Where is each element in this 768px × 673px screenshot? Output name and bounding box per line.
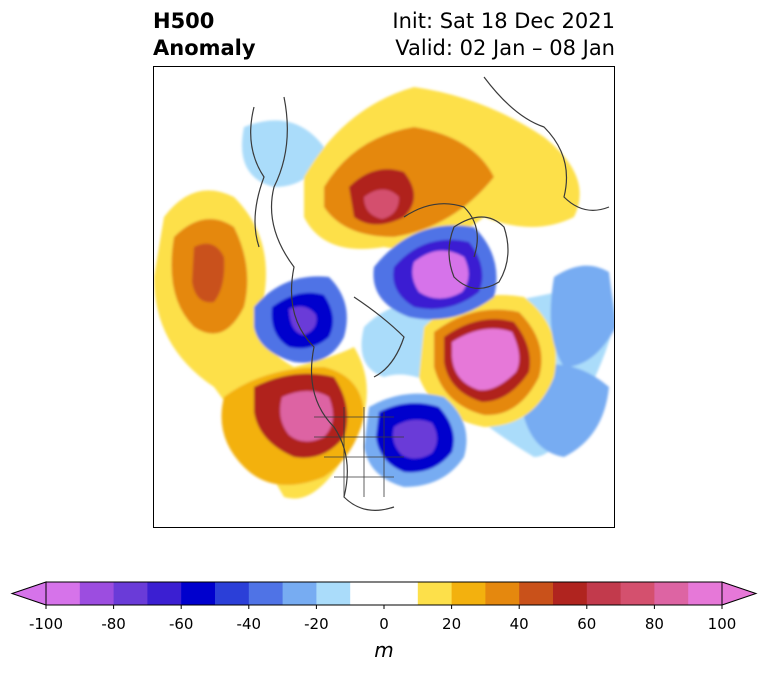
anomaly-map-svg [154,76,614,511]
colorbar-units: m [374,638,394,662]
colorbar-segment [181,582,216,605]
colorbar-segment [519,582,554,605]
colorbar-tick-label: -60 [168,615,194,633]
colorbar-low-extend [10,581,47,606]
colorbar-tick-label: -20 [304,615,329,633]
colorbar-segment [654,582,689,605]
coastline-arctic [403,203,478,258]
map-title: H500 Anomaly [153,8,256,62]
coastline-north-america [271,96,395,511]
colorbar-segment [417,582,453,605]
colorbar-tick-label: -40 [236,615,262,633]
colorbar-tick-label: 40 [509,615,529,633]
coastlines [250,76,610,511]
colorbar-segment [620,582,655,605]
colorbar-segment [384,582,419,605]
colorbar-tick-label: -80 [101,615,126,633]
neg-anomaly-east-blue [550,265,614,367]
colorbar-tick-label: 20 [442,615,462,633]
colorbar-segment [215,582,250,605]
colorbar-high-extend [721,581,758,606]
colorbar [0,575,768,615]
valid-range: Valid: 02 Jan – 08 Jan [395,36,615,60]
colorbar-segment [282,582,317,605]
neg-anomaly-west-inner [289,306,317,335]
state-borders [314,407,404,497]
colorbar-tick-label: 100 [707,615,737,633]
colorbar-svg [10,581,758,609]
colorbar-segment [147,582,182,605]
colorbar-tick-label: 60 [577,615,597,633]
neg-anomaly-southeast-core [393,419,437,459]
coastline-europe [483,76,610,211]
colorbar-segment [350,582,385,605]
colorbar-tick-label: -100 [28,615,64,633]
title-line-1: H500 [153,9,215,33]
colorbar-tick-label: 0 [379,615,389,633]
pos-anomaly-sw-core [280,391,333,442]
colorbar-segment [79,582,115,605]
init-valid-info: Init: Sat 18 Dec 2021 Valid: 02 Jan – 08… [392,8,615,62]
colorbar-segment [316,582,351,605]
title-line-2: Anomaly [153,36,256,60]
colorbar-segment [586,582,622,605]
colorbar-tick-label: 80 [644,615,664,633]
neg-anomaly-north-core [412,250,469,299]
pos-anomaly-north-inner [364,189,399,219]
colorbar-segment [688,582,723,605]
coastline-hudson [353,296,405,378]
pos-anomaly-east-core [452,328,520,391]
colorbar-segment [113,582,148,605]
coastline-greenland [448,216,509,289]
colorbar-segment [46,582,81,605]
pos-anomaly-core-west [192,243,225,303]
init-date: Init: Sat 18 Dec 2021 [392,9,615,33]
colorbar-segment [451,582,486,605]
colorbar-segment [553,582,588,605]
neg-anomaly-light-pacific [242,120,324,187]
coastline-east-asia [250,106,265,248]
anomaly-map [153,66,615,528]
colorbar-segment [248,582,284,605]
colorbar-segment [485,582,520,605]
